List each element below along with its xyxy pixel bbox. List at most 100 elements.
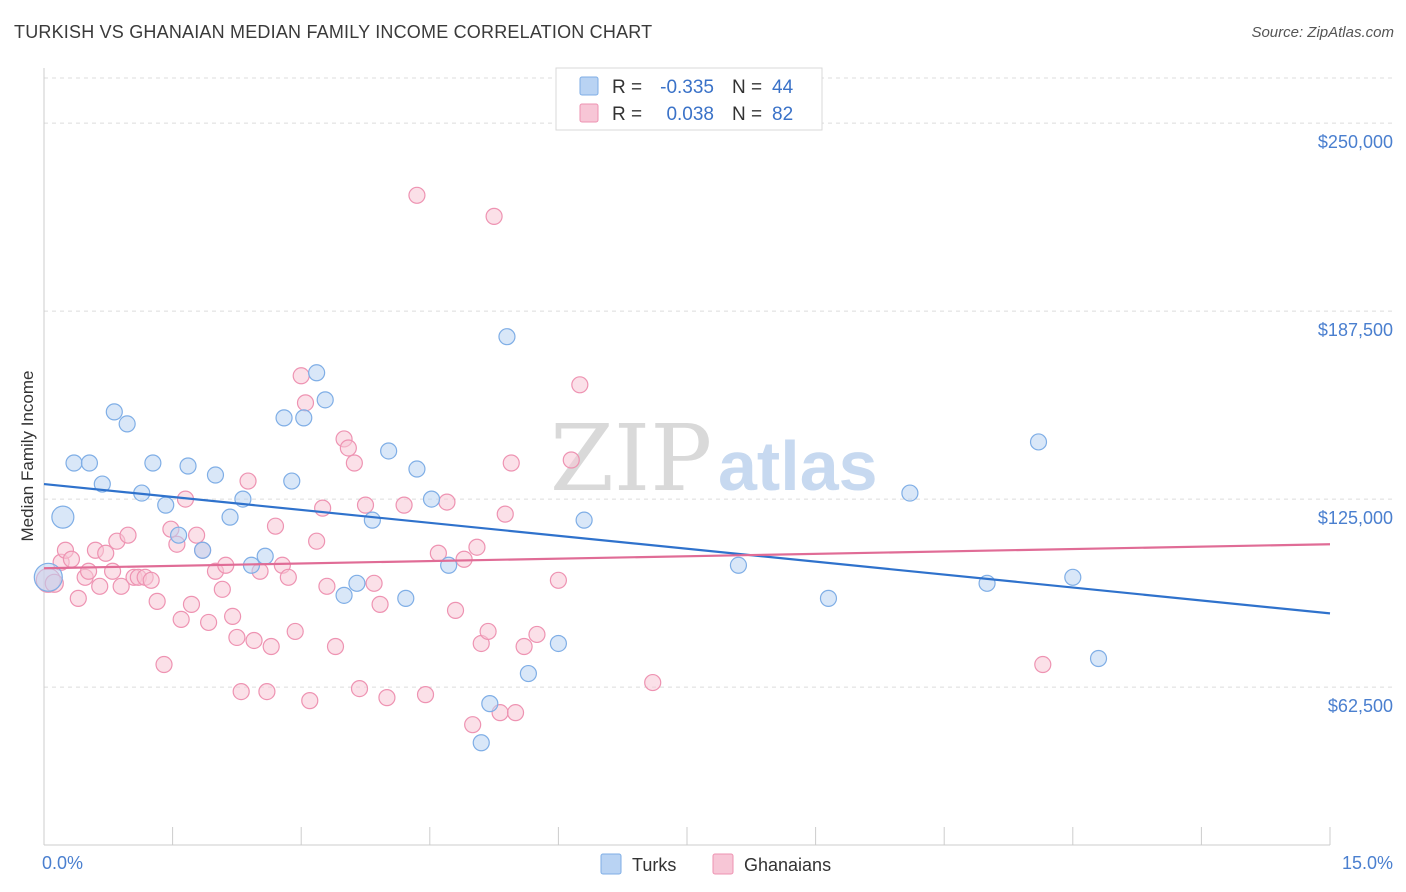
ghanaians-point bbox=[356, 496, 375, 514]
ghanaians-point bbox=[528, 625, 546, 644]
ghanaians-point bbox=[308, 532, 326, 550]
legend-swatch-turks bbox=[579, 76, 599, 96]
ghanaians-point bbox=[318, 577, 336, 595]
y-tick-label: $187,500 bbox=[1318, 320, 1393, 340]
turks-point bbox=[206, 466, 225, 484]
ghanaians-point bbox=[232, 682, 250, 701]
ghanaians-point bbox=[112, 577, 130, 595]
turks-point bbox=[105, 403, 123, 421]
turks-point bbox=[33, 562, 63, 592]
turks-point bbox=[1089, 649, 1108, 668]
turks-point bbox=[363, 511, 381, 529]
turks-point bbox=[316, 391, 334, 409]
ghanaians-point bbox=[258, 682, 276, 701]
turks-point bbox=[157, 496, 175, 514]
turks-point bbox=[481, 695, 499, 713]
ghanaians-point bbox=[224, 607, 242, 626]
ghanaians-point bbox=[200, 613, 218, 632]
ghanaians-point bbox=[155, 655, 173, 674]
ghanaians-point bbox=[172, 610, 190, 629]
ghanaians-point bbox=[91, 577, 109, 595]
legend-n-label: N = bbox=[732, 104, 762, 125]
ghanaians-point bbox=[188, 526, 206, 544]
bottom-legend-label-ghanaians: Ghanaians bbox=[744, 855, 831, 875]
ghanaians-point bbox=[371, 595, 389, 613]
legend-n-label: N = bbox=[732, 77, 762, 98]
ghanaians-point bbox=[279, 568, 297, 586]
ghanaians-point bbox=[326, 637, 345, 656]
turks-trend-line bbox=[43, 482, 1331, 615]
source-label: Source: ZipAtlas.com bbox=[1251, 24, 1394, 41]
turks-point bbox=[819, 589, 838, 607]
turks-point bbox=[170, 526, 188, 544]
ghanaians-point bbox=[479, 622, 497, 641]
turks-point bbox=[472, 734, 490, 752]
turks-point bbox=[348, 574, 366, 592]
trend-lines bbox=[43, 482, 1331, 615]
ghanaians-trend-line bbox=[43, 543, 1331, 570]
bottom-legend-swatch-ghanaians bbox=[712, 853, 734, 875]
ghanaians-point bbox=[239, 472, 257, 490]
ghanaians-point bbox=[438, 493, 456, 511]
ghanaians-point bbox=[408, 186, 426, 204]
ghanaians-point bbox=[296, 394, 315, 412]
turks-point bbox=[308, 364, 326, 382]
legend-r-label: R = bbox=[612, 77, 642, 98]
turks-point bbox=[256, 547, 274, 565]
ghanaians-point bbox=[485, 207, 503, 225]
ghanaians-point bbox=[182, 595, 201, 613]
ghanaians-point bbox=[446, 601, 465, 619]
bottom-legend: Turks Ghanaians bbox=[600, 853, 831, 875]
ghanaians-point bbox=[97, 544, 115, 562]
turks-point bbox=[397, 589, 415, 607]
turks-point bbox=[118, 415, 136, 433]
ghanaians-point bbox=[292, 367, 310, 385]
turks-point bbox=[275, 409, 293, 427]
legend-n-value: 82 bbox=[772, 104, 793, 125]
bottom-legend-swatch-turks bbox=[600, 853, 622, 875]
legend-r-value: 0.038 bbox=[666, 104, 714, 125]
legend-r-label: R = bbox=[612, 104, 642, 125]
ghanaians-point bbox=[496, 505, 514, 523]
ghanaians-point bbox=[515, 637, 533, 656]
turks-point bbox=[283, 472, 301, 490]
turks-point bbox=[65, 454, 83, 472]
y-tick-label: $125,000 bbox=[1318, 508, 1393, 528]
legend-n-value: 44 bbox=[772, 77, 794, 98]
y-axis-label: Median Family Income bbox=[18, 370, 37, 541]
x-tick-label: 0.0% bbox=[42, 853, 83, 873]
turks-point bbox=[295, 409, 313, 427]
ghanaians-point bbox=[286, 622, 304, 641]
turks-point bbox=[221, 508, 239, 526]
ghanaians-point bbox=[571, 376, 589, 394]
ghanaians-point bbox=[562, 451, 580, 469]
ghanaians-point bbox=[245, 631, 263, 650]
ghanaians-point bbox=[644, 673, 662, 692]
ghanaians-point bbox=[262, 637, 280, 656]
ghanaians-point bbox=[395, 496, 413, 514]
ghanaians-point bbox=[549, 571, 568, 589]
ghanaians-point bbox=[301, 692, 319, 710]
turks-point bbox=[549, 634, 568, 653]
ghanaians-point bbox=[339, 439, 357, 457]
bottom-legend-label-turks: Turks bbox=[632, 855, 676, 875]
ghanaians-point bbox=[103, 562, 122, 580]
ghanaians-point bbox=[1034, 655, 1052, 674]
watermark: ZIP atlas bbox=[550, 405, 878, 512]
ghanaians-point bbox=[378, 689, 396, 707]
legend-box bbox=[555, 67, 823, 131]
y-tick-label: $250,000 bbox=[1318, 132, 1393, 152]
turks-point bbox=[179, 457, 197, 475]
ghanaians-point bbox=[464, 716, 482, 734]
turks-point bbox=[93, 475, 111, 493]
ghanaians-point bbox=[468, 538, 486, 556]
ghanaians-point bbox=[62, 550, 81, 568]
legend-r-value: -0.335 bbox=[660, 77, 714, 98]
ghanaians-point bbox=[79, 562, 98, 580]
y-tick-label: $62,500 bbox=[1328, 696, 1393, 716]
ghanaians-point bbox=[506, 704, 525, 722]
turks-point bbox=[519, 664, 537, 683]
turks-point bbox=[194, 541, 212, 559]
ghanaians-point bbox=[228, 628, 246, 647]
